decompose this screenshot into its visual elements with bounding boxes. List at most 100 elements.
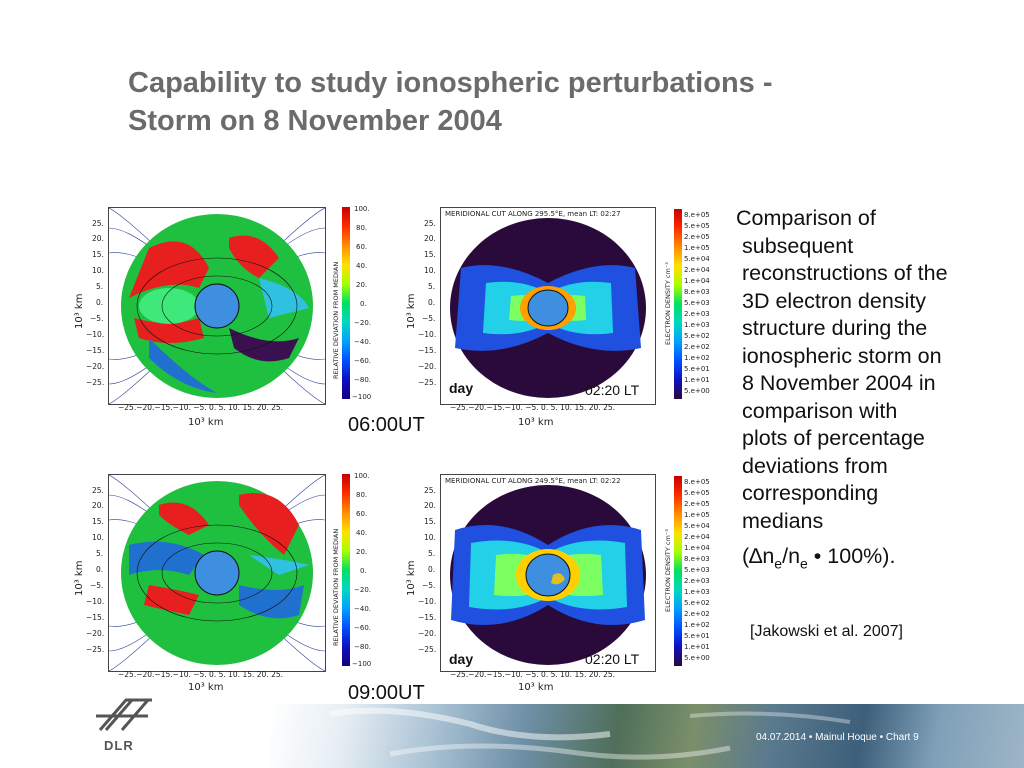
y-tick: 0. — [428, 298, 436, 307]
relative-deviation-map — [109, 475, 325, 671]
cb-tick: 2.e+02 — [684, 343, 710, 351]
description-line: subsequent — [742, 233, 854, 258]
cb-tick: 5.e+03 — [684, 566, 710, 574]
local-time-label: 02:20 LT — [585, 382, 640, 398]
y-tick: 0. — [428, 565, 436, 574]
cb-tick: 2.e+04 — [684, 266, 710, 274]
formula-subscript-1: e — [774, 555, 783, 572]
relative-deviation-plot-0900: 10³ km 25. 20. 15. 10. 5. 0. −5. −10. −1… — [72, 470, 382, 700]
y-tick: 5. — [428, 282, 436, 291]
cb-tick: 5.e+05 — [684, 222, 710, 230]
y-axis-label: 10³ km — [406, 293, 417, 329]
y-tick: −25. — [86, 645, 105, 654]
formula-open: ( — [742, 544, 750, 568]
y-tick: 10. — [424, 533, 436, 542]
description-line: deviations from — [742, 453, 888, 478]
cb-tick: 1.e+04 — [684, 277, 710, 285]
y-tick: −20. — [418, 362, 437, 371]
x-tick-labels: −25.−20.−15.−10. −5. 0. 5. 10. 15. 20. 2… — [118, 403, 283, 412]
y-tick: −10. — [418, 330, 437, 339]
y-tick: −20. — [418, 629, 437, 638]
y-tick: −5. — [90, 581, 104, 590]
description-line: ionospheric storm on — [742, 343, 942, 368]
cb-tick: 2.e+05 — [684, 500, 710, 508]
x-tick-labels: −25.−20.−15.−10. −5. 0. 5. 10. 15. 20. 2… — [450, 403, 615, 412]
cb-tick: 1.e+05 — [684, 244, 710, 252]
cb-tick: 100. — [354, 205, 370, 213]
cb-tick: 2.e+05 — [684, 233, 710, 241]
cb-tick: 2.e+03 — [684, 310, 710, 318]
y-tick: 20. — [424, 234, 436, 243]
footer-earth-image — [270, 704, 1024, 768]
density-colorbar — [674, 209, 682, 399]
electron-density-map — [450, 485, 646, 665]
y-axis-label: 10³ km — [74, 293, 85, 329]
ut-label-top: 06:00UT — [348, 414, 425, 436]
cb-tick: 1.e+04 — [684, 544, 710, 552]
y-tick: 0. — [96, 298, 104, 307]
x-axis-label: 10³ km — [518, 682, 554, 693]
y-tick: −25. — [418, 645, 437, 654]
relative-colorbar-title: RELATIVE DEVIATION FROM MEDIAN — [332, 528, 340, 646]
cb-tick: 2.e+02 — [684, 610, 710, 618]
cb-tick: −100 — [352, 393, 372, 401]
y-tick: 20. — [92, 234, 104, 243]
electron-density-map — [450, 218, 646, 398]
plot-area — [108, 207, 326, 405]
slide-title: Capability to study ionospheric perturba… — [128, 64, 948, 140]
description-line: plots of percentage — [742, 426, 925, 450]
x-axis-label: 10³ km — [518, 417, 554, 428]
description-line: Comparison of — [736, 206, 876, 230]
y-tick: 15. — [92, 517, 104, 526]
local-time-label: 02:20 LT — [585, 651, 640, 667]
y-tick: 0. — [96, 565, 104, 574]
ut-label-bottom: 09:00UT — [348, 682, 425, 704]
y-tick: 5. — [96, 282, 104, 291]
cb-tick: 20. — [356, 548, 368, 556]
description-line: comparison with — [742, 398, 898, 423]
cb-tick: 80. — [356, 224, 368, 232]
y-tick: −10. — [86, 330, 105, 339]
plot-header: MERIDIONAL CUT ALONG 249.5°E, mean LT: 0… — [445, 477, 621, 485]
y-tick: 10. — [92, 266, 104, 275]
y-tick: 25. — [92, 219, 104, 228]
cb-tick: −80. — [354, 376, 371, 384]
y-tick: 15. — [92, 250, 104, 259]
y-tick: 20. — [92, 501, 104, 510]
cb-tick: 0. — [360, 567, 367, 575]
electron-density-plot-0900: MERIDIONAL CUT ALONG 249.5°E, mean LT: 0… — [404, 470, 722, 700]
y-tick: −25. — [86, 378, 105, 387]
y-tick: 25. — [424, 486, 436, 495]
y-tick: 25. — [92, 486, 104, 495]
description-line: medians — [742, 508, 824, 533]
cb-tick: 1.e+01 — [684, 376, 710, 384]
cb-tick: 80. — [356, 491, 368, 499]
y-tick: −15. — [86, 613, 105, 622]
y-tick: 15. — [424, 250, 436, 259]
day-label: day — [449, 380, 474, 396]
y-tick: −5. — [422, 314, 436, 323]
description-line: 3D electron density — [742, 288, 927, 313]
cb-tick: 5.e+04 — [684, 522, 710, 530]
cb-tick: 2.e+04 — [684, 533, 710, 541]
y-axis-label: 10³ km — [406, 560, 417, 596]
cb-tick: −60. — [354, 357, 371, 365]
y-axis-label: 10³ km — [74, 560, 85, 596]
y-tick: 10. — [92, 533, 104, 542]
cb-tick: −20. — [354, 319, 371, 327]
cb-tick: 1.e+03 — [684, 588, 710, 596]
y-tick: −20. — [86, 629, 105, 638]
cb-tick: 5.e+03 — [684, 299, 710, 307]
plot-area: MERIDIONAL CUT ALONG 249.5°E, mean LT: 0… — [440, 474, 656, 672]
reference: [Jakowski et al. 2007] — [750, 623, 903, 640]
dlr-logo: DLR — [92, 696, 162, 756]
cb-tick: 60. — [356, 510, 368, 518]
formula: (∆ne/ne • 100%). — [742, 544, 895, 571]
description-line: reconstructions of the — [742, 261, 948, 285]
x-axis-label: 10³ km — [188, 417, 224, 428]
y-tick: −20. — [86, 362, 105, 371]
cb-tick: 20. — [356, 281, 368, 289]
formula-rest: • 100%). — [807, 544, 896, 568]
cb-tick: 0. — [360, 300, 367, 308]
y-tick: 25. — [424, 219, 436, 228]
